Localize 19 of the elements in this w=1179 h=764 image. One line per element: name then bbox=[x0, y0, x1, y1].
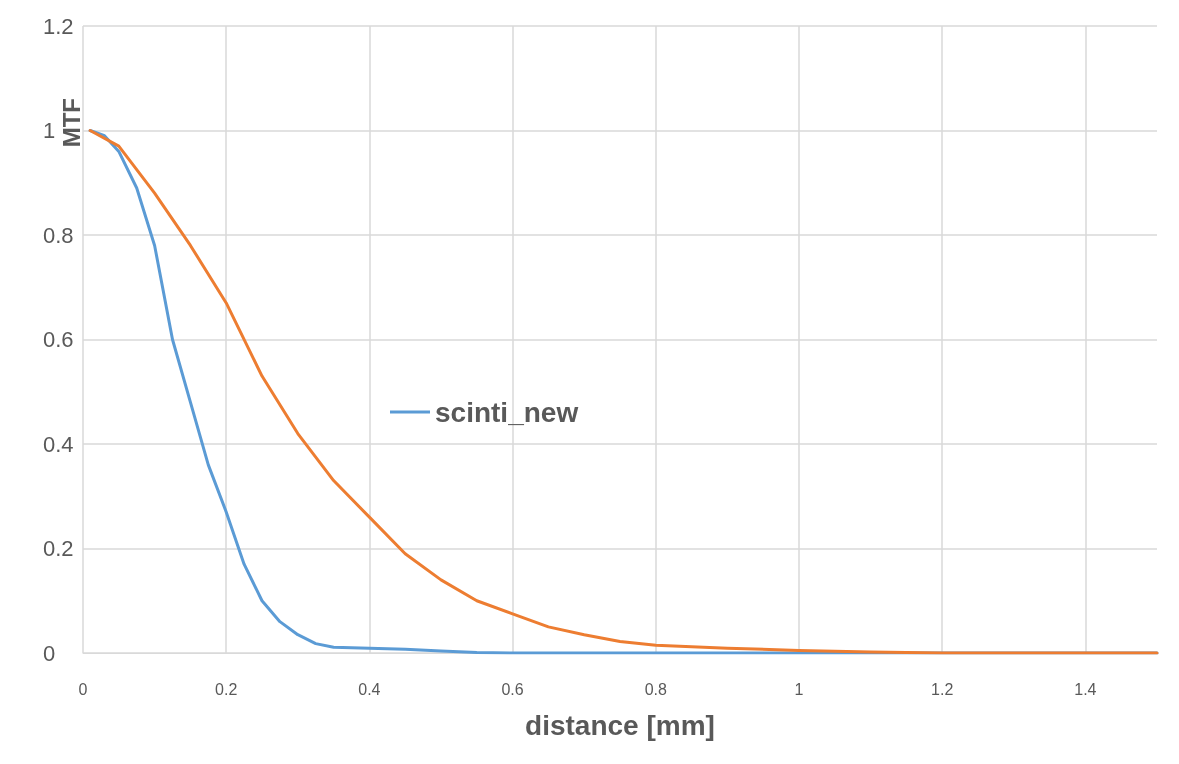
x-tick-label: 0.8 bbox=[644, 680, 668, 698]
x-axis-title: distance [mm] bbox=[525, 709, 715, 741]
x-tick-label: 1.4 bbox=[1074, 680, 1097, 698]
y-tick-label: 0.6 bbox=[43, 327, 74, 352]
x-tick-label: 0.6 bbox=[501, 680, 524, 698]
y-tick-label: 1.2 bbox=[43, 13, 74, 39]
y-tick-label: 1 bbox=[43, 118, 56, 143]
y-tick-label: 0.4 bbox=[43, 431, 74, 457]
y-tick-label: 0.2 bbox=[43, 536, 74, 561]
y-tick-label: 0 bbox=[43, 640, 56, 666]
y-axis-title: MTF bbox=[57, 98, 85, 148]
x-tick-label: 0.4 bbox=[358, 680, 381, 698]
line-series bbox=[88, 129, 1159, 655]
x-tick-label: 1.2 bbox=[931, 680, 954, 698]
y-tick-label: 0.8 bbox=[43, 222, 74, 248]
x-tick-label: 1 bbox=[794, 680, 804, 698]
x-tick-label: 0 bbox=[78, 680, 88, 698]
x-tick-label: 0.2 bbox=[215, 680, 238, 698]
legend-label: scinti_new bbox=[435, 396, 579, 428]
